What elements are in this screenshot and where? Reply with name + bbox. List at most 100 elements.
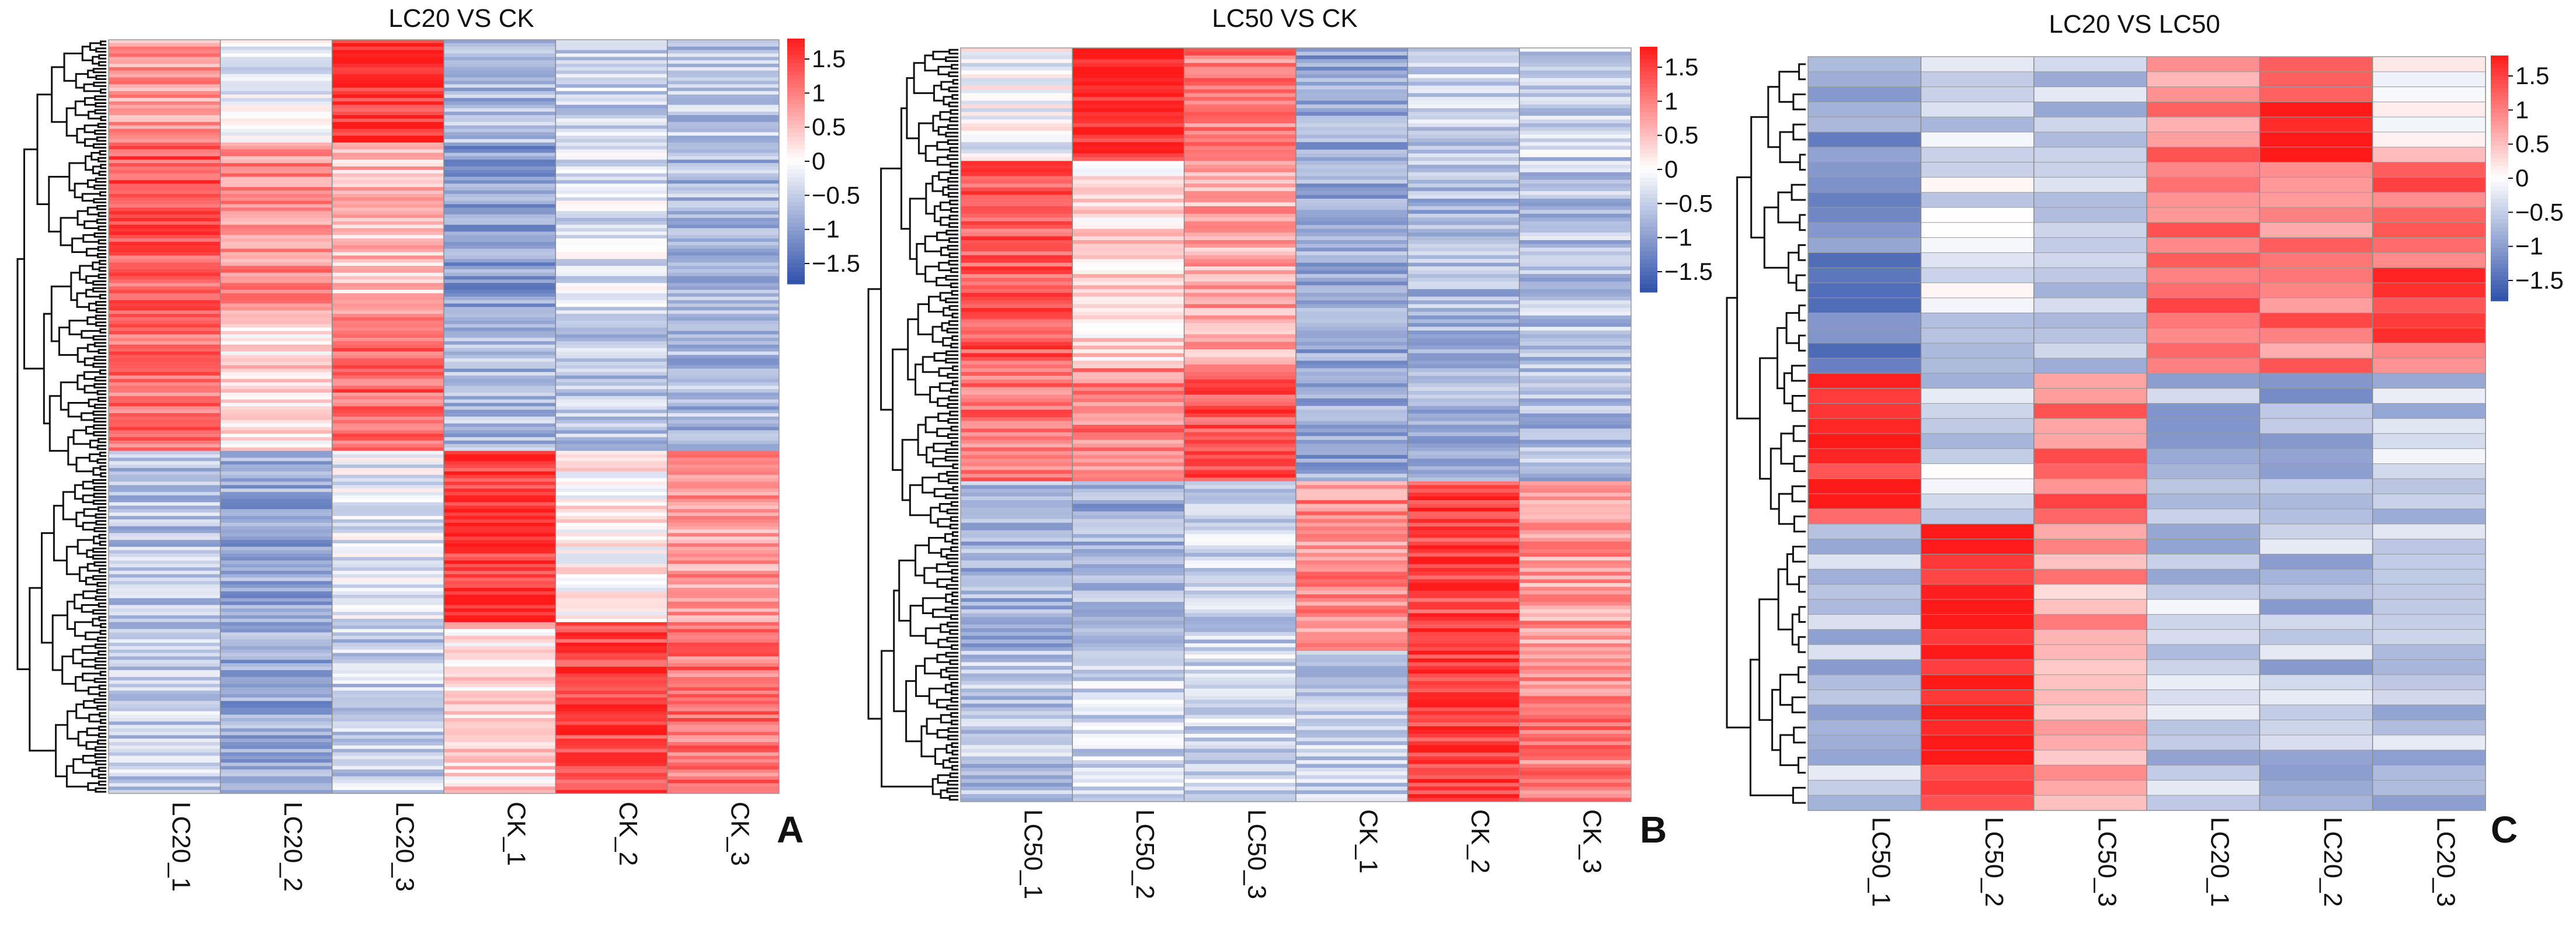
heatmap-cell <box>1296 402 1408 407</box>
heatmap-cell <box>1072 745 1185 749</box>
heatmap-cell <box>1519 187 1632 192</box>
heatmap-cell <box>1920 86 2035 103</box>
heatmap-cell <box>332 732 444 736</box>
heatmap-cell <box>220 204 333 208</box>
heatmap-cell <box>555 410 668 414</box>
heatmap-cell <box>961 605 1073 610</box>
heatmap-cell <box>667 667 780 671</box>
heatmap-cell <box>1920 282 2035 299</box>
heatmap-cell <box>555 697 668 701</box>
heatmap-cell <box>555 711 668 715</box>
heatmap-cell <box>220 502 333 506</box>
heatmap-cell <box>444 492 556 496</box>
heatmap-cell <box>1407 590 1520 595</box>
heatmap-cell <box>555 553 668 557</box>
heatmap-cell <box>332 338 444 342</box>
heatmap-cell <box>667 430 780 434</box>
heatmap-cell <box>332 598 444 602</box>
heatmap-cell <box>667 649 780 653</box>
colorbar-tick-label: 1.5 <box>812 45 846 72</box>
heatmap-cell <box>1072 753 1185 757</box>
heatmap-cell <box>1072 78 1185 82</box>
heatmap-cell <box>332 200 444 204</box>
heatmap-cell <box>2146 418 2261 434</box>
heatmap-cell <box>2259 433 2373 449</box>
heatmap-cell <box>961 658 1073 663</box>
heatmap-cell <box>332 149 444 153</box>
heatmap-cell <box>220 57 333 61</box>
heatmap-cell <box>109 190 221 195</box>
heatmap-cell <box>2259 478 2373 495</box>
heatmap-cell <box>667 314 780 318</box>
heatmap-cell <box>1519 485 1632 489</box>
heatmap-cell <box>1184 719 1296 723</box>
heatmap-cell <box>1519 157 1632 161</box>
heatmap-cell <box>444 557 556 561</box>
heatmap-cell <box>1296 376 1408 380</box>
heatmap-cell <box>667 98 780 102</box>
heatmap-cell <box>1184 281 1296 286</box>
heatmap-cell <box>555 43 668 47</box>
heatmap-cell <box>1296 511 1408 516</box>
heatmap-cell <box>1072 432 1185 436</box>
colorbar-segment <box>787 149 805 154</box>
heatmap-cell <box>332 708 444 712</box>
heatmap-cell <box>667 355 780 359</box>
heatmap-cell <box>332 762 444 767</box>
heatmap-cell <box>332 505 444 509</box>
heatmap-cell <box>1407 104 1520 109</box>
heatmap-cell <box>109 691 221 695</box>
heatmap-cell <box>332 663 444 667</box>
heatmap-cell <box>332 725 444 729</box>
heatmap-cell <box>1184 356 1296 361</box>
heatmap-cell <box>220 355 333 359</box>
heatmap-cell <box>1296 798 1408 802</box>
heatmap-cell <box>1407 462 1520 467</box>
heatmap-cell <box>109 529 221 533</box>
heatmap-cell <box>332 245 444 249</box>
heatmap-cell <box>1296 285 1408 290</box>
heatmap-cell <box>1184 383 1296 387</box>
heatmap-cell <box>109 560 221 564</box>
heatmap-cell <box>332 564 444 568</box>
colorbar-segment <box>2491 105 2508 109</box>
heatmap-cell <box>2033 478 2147 495</box>
heatmap-cell <box>220 217 333 222</box>
heatmap-cell <box>1407 134 1520 139</box>
heatmap-cell <box>555 214 668 219</box>
heatmap-cell <box>220 529 333 533</box>
heatmap-cell <box>220 618 333 623</box>
heatmap-cell <box>1407 662 1520 667</box>
heatmap-cell <box>1184 145 1296 150</box>
heatmap-cell <box>444 180 556 184</box>
heatmap-cell <box>961 703 1073 708</box>
heatmap-cell <box>1072 134 1185 139</box>
heatmap-cell <box>332 348 444 352</box>
heatmap-cell <box>1296 730 1408 734</box>
heatmap-cell <box>667 338 780 342</box>
heatmap-cell <box>1519 236 1632 241</box>
heatmap-cell <box>961 564 1073 569</box>
heatmap-cell <box>332 594 444 599</box>
heatmap-cell <box>1519 624 1632 629</box>
heatmap-cell <box>1296 127 1408 131</box>
row-dendrogram <box>867 48 958 801</box>
heatmap-cell <box>1920 493 2035 509</box>
heatmap-cell <box>1519 405 1632 410</box>
heatmap-cell <box>1519 345 1632 350</box>
heatmap-cell <box>332 53 444 57</box>
heatmap-cell <box>1184 726 1296 730</box>
heatmap-cell <box>1519 722 1632 727</box>
heatmap-cell <box>1184 624 1296 629</box>
heatmap-cell <box>961 195 1073 199</box>
heatmap-cell <box>1072 142 1185 146</box>
heatmap-cell <box>1184 432 1296 436</box>
heatmap-cell <box>332 136 444 140</box>
heatmap-cell <box>555 701 668 705</box>
heatmap-cell <box>1296 643 1408 647</box>
heatmap-cell <box>444 269 556 273</box>
heatmap-cell <box>444 533 556 537</box>
colorbar-segment <box>787 116 805 121</box>
heatmap-cell <box>1184 462 1296 467</box>
heatmap-cell <box>1920 614 2035 630</box>
